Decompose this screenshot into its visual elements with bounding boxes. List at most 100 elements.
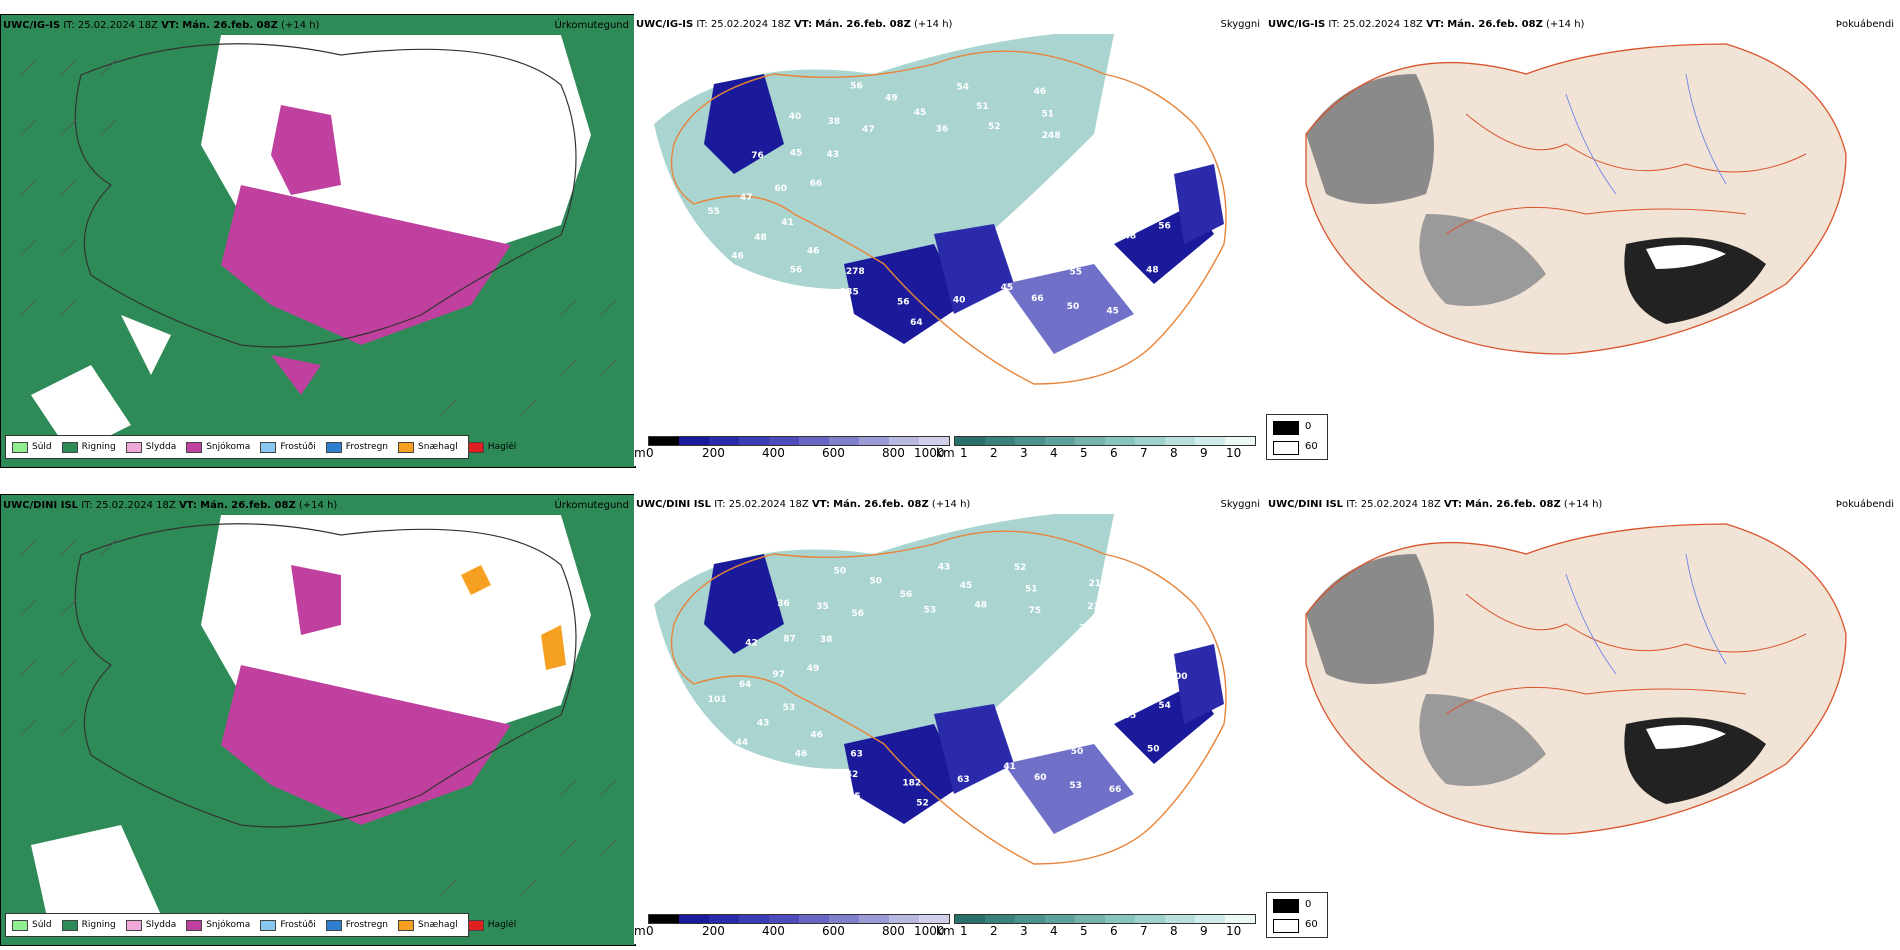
fog-legend-white-swatch <box>1273 441 1299 455</box>
tick: 4 <box>1050 446 1058 460</box>
precip-panel-row2: UWC/DINI ISL IT: 25.02.2024 18Z VT: Mán.… <box>0 494 636 946</box>
cloud-value-label: 45 <box>1001 283 1014 293</box>
cloud-value-label: 53 <box>938 817 951 827</box>
cloud-value-label: 66 <box>1031 294 1044 304</box>
fog-legend-black-swatch <box>1273 899 1299 913</box>
cloud-value-label: 64 <box>739 680 752 690</box>
cloud-value-label: 46 <box>807 247 820 257</box>
tick: 1 <box>960 446 968 460</box>
tick: 7 <box>1140 446 1148 460</box>
fog-legend-black-swatch <box>1273 421 1299 435</box>
cloud-value-label: 48 <box>1124 232 1137 242</box>
cloud-value-label: 63 <box>957 775 970 785</box>
cloud-value-label: 56 <box>900 590 913 600</box>
colorbar-ceiling <box>648 914 950 924</box>
legend-item: Slydda <box>125 919 176 931</box>
cloud-value-label: 50 <box>1071 747 1084 757</box>
tick: 800 <box>882 924 905 938</box>
cloud-value-label: 231 <box>1087 602 1106 612</box>
cloud-value-label: 54 <box>850 332 863 342</box>
cloud-header-row1: UWC/IG-IS IT: 25.02.2024 18Z VT: Mán. 26… <box>636 19 953 30</box>
cloud-map-row2: 3954555250475066536041503663535218252135… <box>634 494 1266 944</box>
colorbar-visibility <box>954 436 1256 446</box>
colorbar-unit-m: m <box>634 446 646 460</box>
legend-item: Rigning <box>61 919 116 931</box>
cloud-value-label: 35 <box>848 792 861 802</box>
cloud-value-label: 75 <box>1029 606 1042 616</box>
fog-legend-high: 60 <box>1305 919 1318 930</box>
cloud-value-label: 50 <box>1147 745 1160 755</box>
cloud-value-label: 36 <box>777 599 790 609</box>
cloud-value-labels-row2: 39 54 55 52 50 47 50 66 53 60 41 50 36 63 53 52 182 521 35… <box>708 563 1188 828</box>
cloud-value-label: 42 <box>745 639 758 649</box>
cloud-value-label: 97 <box>772 670 785 680</box>
cloud-value-label: 48 <box>975 600 988 610</box>
cloud-value-label: 57 <box>1006 326 1019 336</box>
cloud-value-label: 36 <box>981 791 994 801</box>
cloud-value-label: 714 <box>1118 651 1137 661</box>
precip-header-row1: UWC/IG-IS IT: 25.02.2024 18Z VT: Mán. 26… <box>3 20 320 31</box>
cloud-value-label: 391 <box>1101 131 1120 141</box>
cloud-value-label: 46 <box>795 750 808 760</box>
precip-panel-row1: UWC/IG-IS IT: 25.02.2024 18Z VT: Mán. 26… <box>0 14 636 468</box>
cloud-value-label: 56 <box>852 609 865 619</box>
cloud-value-label: 210 <box>1089 579 1108 589</box>
cloud-value-label: 46 <box>810 731 823 741</box>
legend-item: Haglél <box>467 441 516 453</box>
cloud-value-label: 55 <box>1124 711 1137 721</box>
tick: 9 <box>1200 446 1208 460</box>
cloud-value-label: 792 <box>1093 667 1112 677</box>
cloud-value-label: 43 <box>938 563 951 573</box>
cloud-value-label: 50 <box>841 310 854 320</box>
cloud-value-label: 41 <box>781 218 794 228</box>
tick: 6 <box>1110 446 1118 460</box>
colorbar-unit-km: km <box>936 924 955 938</box>
cloud-value-label: 42 <box>976 312 989 322</box>
cloud-value-label: 38 <box>820 635 833 645</box>
fog-legend-row1: 0 60 <box>1266 414 1328 460</box>
cloud-value-label: 47 <box>1108 748 1121 758</box>
colorbar-unit-km: km <box>936 446 955 460</box>
tick: 600 <box>822 924 845 938</box>
tick: 0 <box>646 924 654 938</box>
cloud-value-label: 33 <box>931 337 944 347</box>
cloud-value-label: 48 <box>1146 266 1159 276</box>
cloud-value-label: 53 <box>1069 781 1082 791</box>
legend-item: Súld <box>12 919 52 931</box>
cloud-value-label: 46 <box>731 252 744 262</box>
fog-panel-row1: UWC/IG-IS IT: 25.02.2024 18Z VT: Mán. 26… <box>1266 14 1900 466</box>
cloud-value-label: 43 <box>827 150 840 160</box>
tick: 2 <box>990 446 998 460</box>
tick: 0 <box>646 446 654 460</box>
tick: 400 <box>762 924 785 938</box>
cloud-value-label: 416 <box>1072 170 1091 180</box>
cloud-value-label: 331 <box>1106 108 1125 118</box>
fog-legend-high: 60 <box>1305 441 1318 452</box>
tick: 8 <box>1170 924 1178 938</box>
cloud-value-label: 36 <box>936 125 949 135</box>
tick: 4 <box>1050 924 1058 938</box>
legend-item: Haglél <box>467 919 516 931</box>
cloud-value-label: 47 <box>740 193 753 203</box>
precip-legend-row2: Súld Rigning Slydda Snjókoma Frostúði Fr… <box>5 913 516 937</box>
fog-header-row2: UWC/DINI ISL IT: 25.02.2024 18Z VT: Mán.… <box>1268 499 1603 510</box>
cloud-value-label: 54 <box>1158 701 1171 711</box>
tick: 1000 <box>914 446 945 460</box>
cloud-value-label: 47 <box>1088 237 1101 247</box>
cloud-panel-row1: 40 56 48 47 48 57 55 45 50 66 45 57 42 40 33 64 56 54 50 23… <box>634 14 1266 466</box>
cloud-value-label: 54 <box>957 83 970 93</box>
precip-header-row2: UWC/DINI ISL IT: 25.02.2024 18Z VT: Mán.… <box>3 500 338 511</box>
precip-legend-row1: Súld Rigning Slydda Snjókoma Frostúði Fr… <box>5 435 516 459</box>
cloud-title-row2: Skyggni <box>1220 499 1260 510</box>
cloud-value-label: 53 <box>924 605 937 615</box>
tick: 5 <box>1080 924 1088 938</box>
cloud-colorbar-row1: m 0 200 400 600 800 1000 km 1 2 3 4 5 6 … <box>634 436 1266 466</box>
cloud-value-label: 45 <box>960 581 973 591</box>
cloud-panel-row2: 39 54 55 52 50 47 50 66 53 60 41 50 36 63 53 52 182 521 35… <box>634 494 1266 944</box>
legend-item: Rigning <box>61 441 116 453</box>
tick: 6 <box>1110 924 1118 938</box>
precip-map-row1 <box>1 15 635 467</box>
cloud-value-label: 50 <box>1011 805 1024 815</box>
tick: 10 <box>1226 446 1242 460</box>
cloud-value-label: 68 <box>1124 182 1137 192</box>
